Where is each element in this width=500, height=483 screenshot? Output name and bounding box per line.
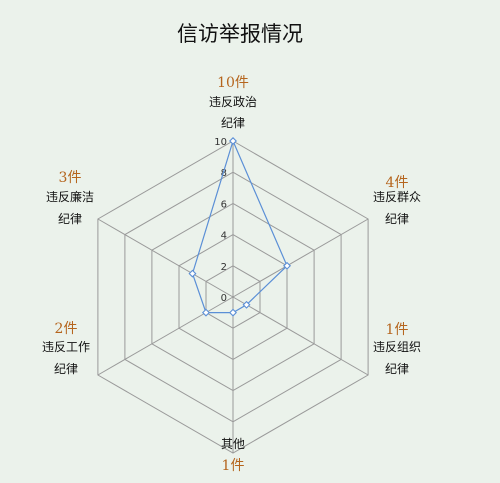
spoke-5: [97, 218, 234, 298]
tick-label: 4: [221, 231, 227, 242]
count-label: 1件: [386, 322, 409, 338]
count-label: 2件: [55, 321, 78, 337]
count-label: 3件: [59, 170, 82, 186]
category-name: 违反廉洁: [46, 189, 94, 204]
category-name-line2: 纪律: [54, 362, 78, 376]
category-name: 违反组织: [373, 340, 421, 354]
category-name: 违反工作: [42, 340, 90, 354]
category-labels: 10件违反政治纪律4件违反群众纪律1件违反组织纪律1件其他2件违反工作纪律3件违…: [42, 75, 421, 474]
data-point: [202, 308, 210, 317]
category-label-3: 1件 其他: [221, 437, 245, 474]
data-series: [188, 137, 292, 317]
tick-label: 8: [221, 168, 227, 179]
count-label: 1件: [222, 458, 245, 474]
chart-title: 信访举报情况: [177, 22, 303, 46]
tick-label: 10: [214, 137, 227, 148]
category-name-line2: 纪律: [221, 116, 245, 130]
category-name-line2: 纪律: [385, 212, 409, 226]
radial-tick-labels: 0 2 4 6 8 10: [214, 137, 227, 304]
category-name: 违反群众: [373, 190, 421, 204]
count-label: 4件: [386, 175, 409, 191]
category-name: 其他: [221, 437, 245, 451]
category-name: 违反政治: [209, 95, 257, 109]
category-name-line2: 纪律: [58, 212, 82, 226]
data-point: [229, 137, 237, 145]
data-point: [229, 308, 237, 317]
spoke-1: [232, 218, 369, 298]
tick-label: 6: [221, 199, 227, 210]
data-point: [283, 261, 292, 270]
tick-label: 2: [221, 262, 227, 273]
data-point: [242, 300, 251, 309]
count-label: 10件: [217, 75, 249, 91]
data-point: [188, 269, 197, 278]
tick-label: 0: [221, 293, 227, 304]
spoke-4: [97, 296, 234, 376]
category-name-line2: 纪律: [385, 362, 409, 376]
spoke-2: [232, 296, 369, 376]
radar-grid: [97, 140, 369, 454]
